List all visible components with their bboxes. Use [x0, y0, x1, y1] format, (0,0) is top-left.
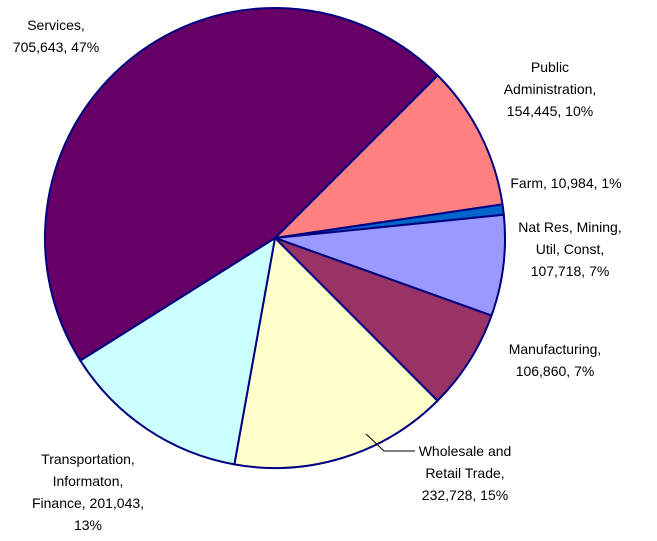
slice-label-line: Services,: [27, 17, 85, 33]
slice-label-line: Wholesale and: [419, 443, 512, 459]
slice-label-line: Finance, 201,043,: [32, 495, 144, 511]
slice-label-line: 107,718, 7%: [531, 263, 610, 279]
slice-label-line: Farm, 10,984, 1%: [510, 175, 621, 191]
slice-label: Wholesale and Retail Trade, 232,728, 15%: [419, 443, 512, 503]
slice-label-line: Nat Res, Mining,: [518, 219, 621, 235]
slice-label-line: 106,860, 7%: [516, 363, 595, 379]
slice-label-line: 154,445, 10%: [507, 103, 593, 119]
slice-label: Manufacturing, 106,860, 7%: [509, 341, 602, 379]
slice-label: Transportation, Informaton, Finance, 201,0…: [32, 451, 144, 533]
pie-slice: [274, 74, 504, 239]
slice-label-line: Administration,: [504, 81, 597, 97]
slice-label-line: Public: [531, 59, 569, 75]
slice-label-line: 705,643, 47%: [13, 39, 99, 55]
pie-slice: [44, 7, 439, 362]
pie-slice: [233, 237, 439, 469]
pie-slice: [274, 237, 493, 402]
slice-label: Public Administration, 154,445, 10%: [504, 59, 597, 119]
leader-line: [365, 433, 415, 452]
slice-label-line: Util, Const,: [536, 241, 604, 257]
slice-label-line: 13%: [74, 517, 102, 533]
slice-label-line: Manufacturing,: [509, 341, 602, 357]
slice-label: Nat Res, Mining, Util, Const, 107,718, 7%: [518, 219, 621, 279]
slice-label-line: Retail Trade,: [425, 465, 504, 481]
slice-label-line: Transportation,: [41, 451, 135, 467]
slice-label: Services, 705,643, 47%: [13, 17, 99, 55]
slice-label-line: 232,728, 15%: [422, 487, 508, 503]
slice-label: Farm, 10,984, 1%: [510, 175, 621, 191]
pie-slice: [274, 213, 506, 317]
slice-label-line: Informaton,: [53, 473, 124, 489]
pie-slice: [79, 237, 276, 466]
